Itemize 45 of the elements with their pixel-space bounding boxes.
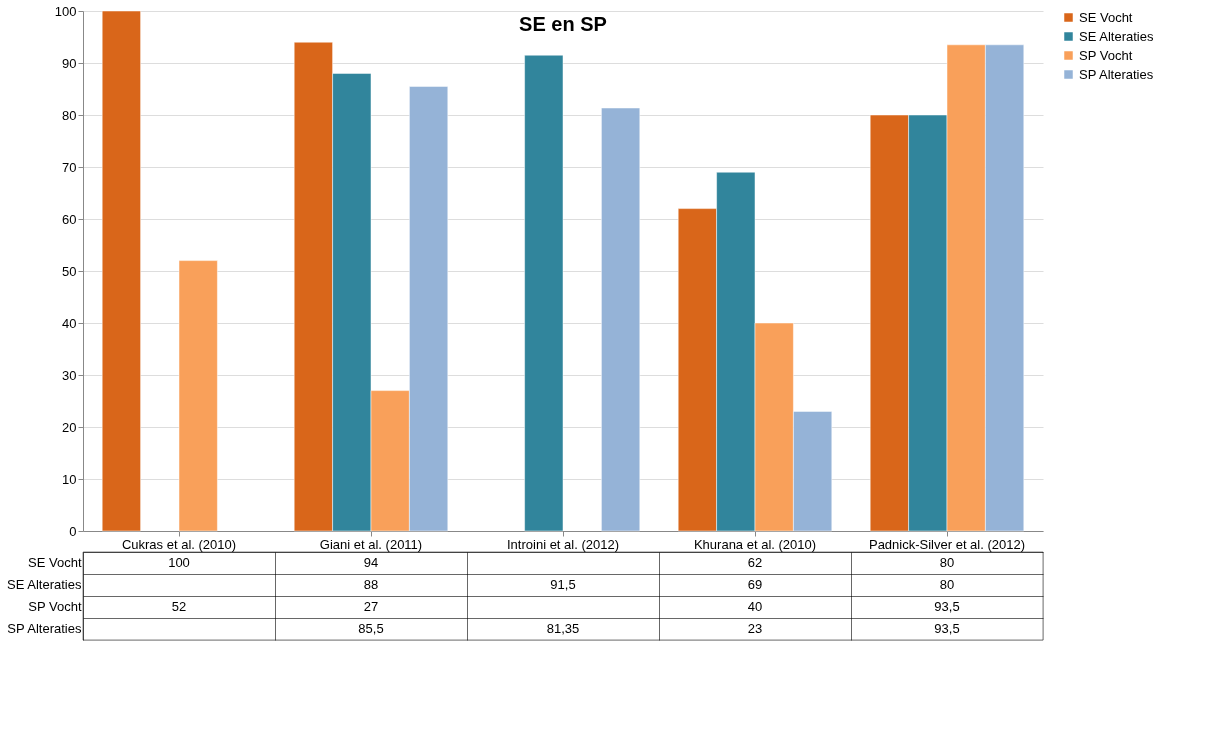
text: SE Alteraties xyxy=(7,577,82,592)
data-label: 85,5 xyxy=(358,621,384,636)
x-tick-label: Khurana et al. (2010) xyxy=(693,536,817,552)
data-label: 69 xyxy=(747,577,763,592)
y-tick-label: 60 xyxy=(62,211,77,227)
y-tick-label: 10 xyxy=(62,471,77,487)
y-tick-label: 20 xyxy=(62,419,77,435)
legend-label: SE Alteraties xyxy=(1079,28,1154,44)
data-label: 88 xyxy=(363,577,379,592)
data-label: 91,5 xyxy=(550,577,576,592)
x-tick-label: Giani et al. (2011) xyxy=(319,536,423,552)
legend-label: SP Alteraties xyxy=(1079,66,1154,82)
y-tick-label: 70 xyxy=(62,159,77,175)
bar xyxy=(101,10,141,532)
data-label: 94 xyxy=(363,555,379,570)
data-label: 93,5 xyxy=(934,599,960,614)
data-label: 93,5 xyxy=(934,621,960,636)
text: SP Vocht xyxy=(28,599,82,614)
y-tick-label: 90 xyxy=(62,55,77,71)
data-label: 40 xyxy=(747,599,763,614)
y-tick-label: 0 xyxy=(69,523,77,539)
bar xyxy=(601,107,641,532)
text: SP Alteraties xyxy=(7,621,82,636)
chart-title: SE en SP xyxy=(519,13,607,35)
data-label: 52 xyxy=(171,599,187,614)
y-tick-label: 50 xyxy=(62,263,77,279)
data-label: 27 xyxy=(363,599,379,614)
data-label: 62 xyxy=(747,555,763,570)
legend-label: SE Vocht xyxy=(1079,9,1133,25)
data-label: 81,35 xyxy=(546,621,580,636)
bar xyxy=(178,260,218,532)
y-tick-label: 100 xyxy=(54,3,77,19)
data-label: 80 xyxy=(939,577,955,592)
y-tick-label: 80 xyxy=(62,107,77,123)
y-tick-label: 30 xyxy=(62,367,77,383)
x-tick-label: Introini et al. (2012) xyxy=(506,536,620,552)
text: SE Vocht xyxy=(28,555,82,570)
x-tick-label: Cukras et al. (2010) xyxy=(121,536,237,552)
y-tick-label: 40 xyxy=(62,315,77,331)
bar xyxy=(524,54,564,532)
data-label: 80 xyxy=(939,555,955,570)
data-label: 100 xyxy=(168,555,190,570)
data-label: 23 xyxy=(747,621,763,636)
legend-label: SP Vocht xyxy=(1079,47,1133,63)
x-tick-label: Padnick-Silver et al. (2012) xyxy=(868,536,1026,552)
